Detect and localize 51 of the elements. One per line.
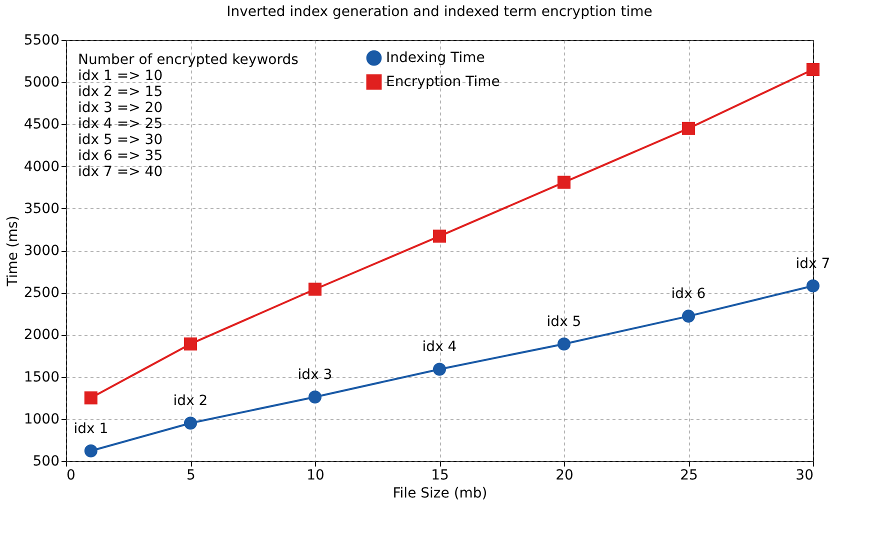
annotation: idx 6 — [671, 286, 706, 302]
chart-title: Inverted index generation and indexed term encryption time — [226, 4, 652, 20]
x-tick-label: 30 — [796, 468, 814, 484]
annotation: idx 6 => 35 — [78, 148, 163, 164]
annotation: Number of encrypted keywords — [78, 52, 298, 68]
annotation: idx 4 — [422, 339, 457, 356]
point — [184, 416, 198, 430]
y-axis-title: Time (ms) — [4, 216, 21, 288]
x-tick-label: 25 — [680, 468, 698, 484]
x-tick-label: 5 — [186, 468, 196, 484]
point — [682, 122, 696, 135]
x-tick-label: 0 — [66, 468, 76, 484]
point — [432, 362, 446, 376]
y-tick-label: 1500 — [24, 369, 60, 386]
point — [806, 279, 820, 292]
y-tick-label: 1000 — [24, 411, 60, 428]
y-tick-label: 2000 — [24, 327, 60, 344]
point — [84, 391, 98, 404]
y-tick-label: 5500 — [24, 32, 60, 48]
annotation: idx 3 — [298, 367, 332, 384]
y-tick-label: 4500 — [24, 116, 60, 133]
point — [84, 444, 98, 458]
point — [308, 390, 322, 404]
x-axis-title: File Size (mb) — [392, 486, 488, 502]
point — [557, 337, 571, 350]
x-tick-label: 15 — [431, 468, 449, 484]
point — [557, 176, 571, 189]
point — [432, 230, 446, 243]
annotation: idx 2 — [173, 393, 208, 410]
annotation: idx 5 — [546, 314, 582, 330]
legend-label: Indexing Time — [386, 50, 485, 66]
point — [682, 310, 696, 323]
y-tick-label: 500 — [32, 454, 60, 470]
point — [308, 282, 322, 296]
y-tick-label: 3500 — [24, 200, 60, 217]
x-tick-label: 10 — [306, 468, 324, 484]
y-tick-label: 2500 — [24, 285, 60, 302]
annotation: idx 7 => 40 — [78, 164, 163, 180]
x-tick-label: 20 — [556, 468, 574, 484]
legend-label: Encryption Time — [386, 74, 500, 90]
annotation: idx 1 => 10 — [78, 68, 163, 84]
y-tick-label: 5000 — [24, 74, 60, 91]
y-tick-label: 4000 — [24, 158, 60, 175]
point — [806, 62, 820, 76]
annotation: idx 2 => 15 — [78, 84, 163, 100]
annotation: idx 1 — [74, 420, 108, 437]
y-tick-label: 3000 — [24, 243, 60, 259]
annotation: idx 4 => 25 — [78, 116, 163, 132]
point — [184, 337, 198, 350]
annotation: idx 5 => 30 — [78, 132, 163, 148]
annotation: idx 3 => 20 — [78, 100, 163, 116]
